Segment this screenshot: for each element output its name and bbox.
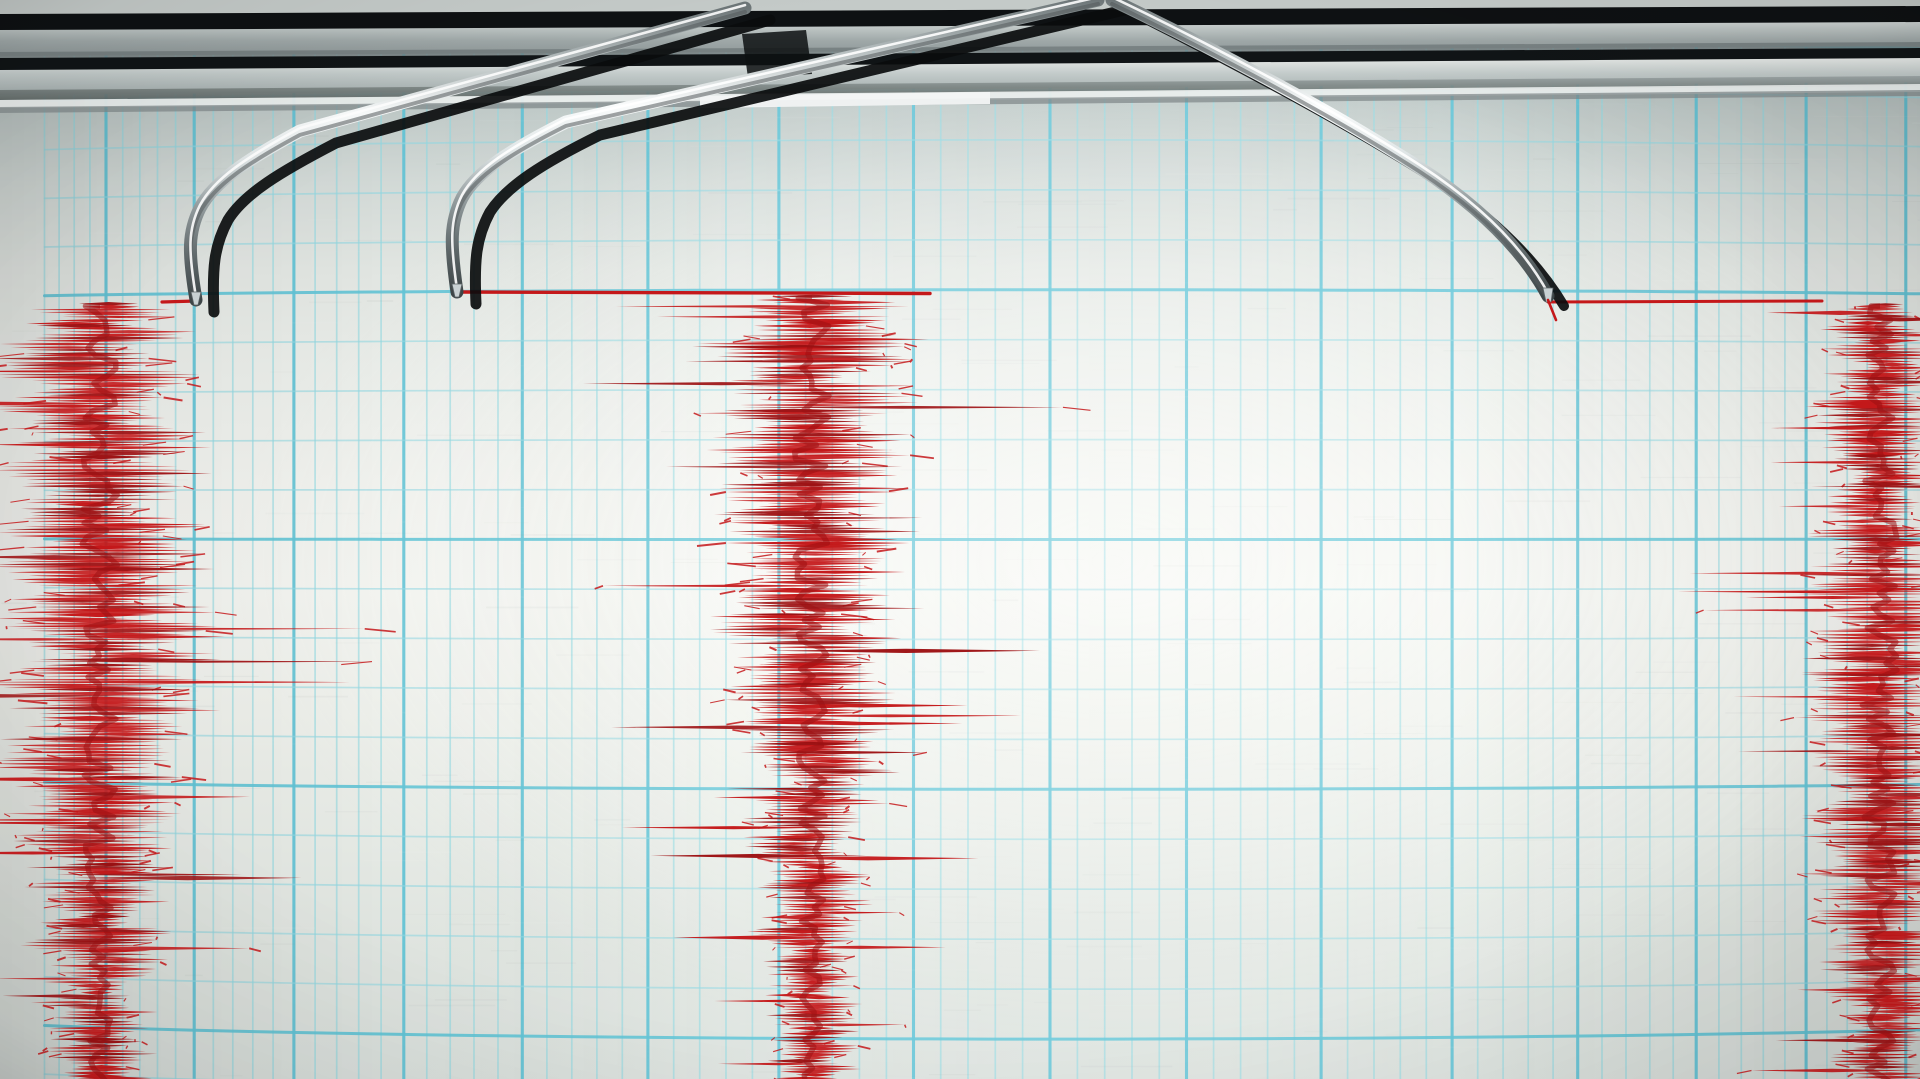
top-spacer xyxy=(0,0,1920,120)
